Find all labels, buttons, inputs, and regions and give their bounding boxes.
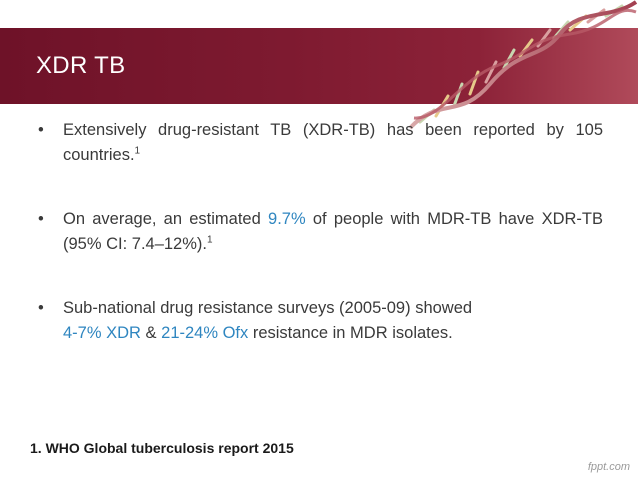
bullet-marker: • [38,210,44,228]
bullet-text: Extensively drug-resistant TB (XDR-TB) h… [63,121,603,164]
slide-title: XDR TB [36,52,126,79]
footnote-ref: 1 [134,145,141,157]
bullet-item: • Extensively drug-resistant TB (XDR-TB)… [38,118,603,168]
highlight-value: 21-24% Ofx [161,324,249,342]
bullet-marker: • [38,121,44,139]
footnote-ref: 1 [207,234,213,246]
highlight-value: 9.7% [268,210,306,228]
reference-footnote: 1. WHO Global tuberculosis report 2015 [30,440,294,456]
highlight-value: 4-7% XDR [63,324,141,342]
bullet-marker: • [38,299,44,317]
bullet-text: Sub-national drug resistance surveys (20… [63,299,473,317]
bullet-item: • Sub-national drug resistance surveys (… [38,296,603,346]
bullet-text: of people with MDR-TB have XDR-TB (95% C… [63,210,604,253]
dna-helix-graphic [408,0,638,130]
bullet-text: resistance in MDR isolates. [248,324,453,342]
bullet-item: • On average, an estimated 9.7% of peopl… [38,207,603,257]
bullet-text: On average, an estimated [63,210,269,228]
watermark: fppt.com [587,461,630,473]
bullet-text: & [140,324,162,342]
